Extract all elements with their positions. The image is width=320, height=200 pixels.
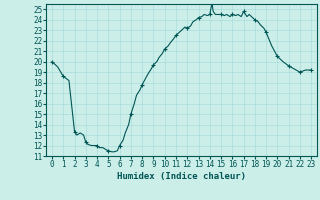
X-axis label: Humidex (Indice chaleur): Humidex (Indice chaleur): [117, 172, 246, 181]
